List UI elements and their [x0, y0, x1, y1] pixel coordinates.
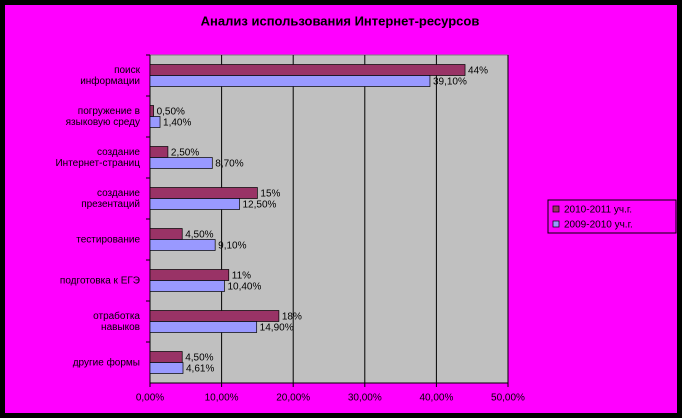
data-label: 11% — [232, 271, 251, 282]
bar — [149, 64, 466, 76]
bar — [149, 228, 183, 240]
data-label: 15% — [260, 189, 280, 200]
chart-title: Анализ использования Интернет-ресурсов — [201, 13, 480, 28]
bar — [149, 187, 258, 199]
bar — [149, 198, 240, 210]
data-label: 8,70% — [215, 159, 243, 170]
data-label: 18% — [282, 312, 302, 323]
data-label: 14,90% — [260, 323, 294, 334]
y-tick-label: другие формы — [72, 357, 140, 368]
bar — [149, 280, 225, 292]
y-tick-label: подготовка к ЕГЭ — [59, 275, 140, 286]
bar — [149, 310, 280, 322]
plot-area — [149, 54, 509, 384]
bar — [149, 116, 161, 128]
bar — [149, 157, 213, 169]
legend-label: 2009-2010 уч.г. — [564, 220, 633, 231]
x-tick-label: 40,00% — [419, 393, 453, 404]
bar — [149, 239, 216, 251]
bar — [149, 269, 230, 281]
bar — [149, 351, 183, 363]
data-label: 12,50% — [243, 200, 277, 211]
x-tick-label: 30,00% — [348, 393, 382, 404]
bar — [149, 105, 154, 117]
bar — [149, 146, 169, 158]
bar — [149, 75, 431, 87]
data-label: 4,50% — [185, 230, 213, 241]
data-label: 4,50% — [185, 353, 213, 364]
x-tick-label: 0,00% — [136, 393, 164, 404]
legend-swatch — [552, 205, 560, 213]
y-tick-label: поиск информации — [80, 64, 140, 87]
data-label: 44% — [468, 66, 488, 77]
y-tick-label: погружение в языковую среду — [65, 105, 140, 128]
legend-label: 2010-2011 уч.г. — [564, 205, 632, 216]
y-tick-label: создание Интернет-страниц — [55, 146, 140, 169]
y-tick-label: отработка навыков — [93, 310, 140, 333]
data-label: 10,40% — [227, 282, 261, 293]
bar — [149, 362, 184, 374]
y-tick-label: создание презентаций — [81, 187, 140, 210]
y-tick-label: тестирование — [76, 234, 140, 245]
data-label: 2,50% — [171, 148, 199, 159]
bar — [149, 321, 258, 333]
x-tick-label: 20,00% — [276, 393, 310, 404]
data-label: 39,10% — [433, 77, 467, 88]
data-label: 9,10% — [218, 241, 246, 252]
data-label: 1,40% — [163, 118, 191, 129]
legend — [547, 199, 677, 234]
data-label: 4,61% — [186, 364, 214, 375]
x-tick-label: 50,00% — [491, 393, 525, 404]
x-tick-label: 10,00% — [205, 393, 239, 404]
data-label: 0,50% — [157, 107, 185, 118]
legend-swatch — [552, 220, 560, 228]
